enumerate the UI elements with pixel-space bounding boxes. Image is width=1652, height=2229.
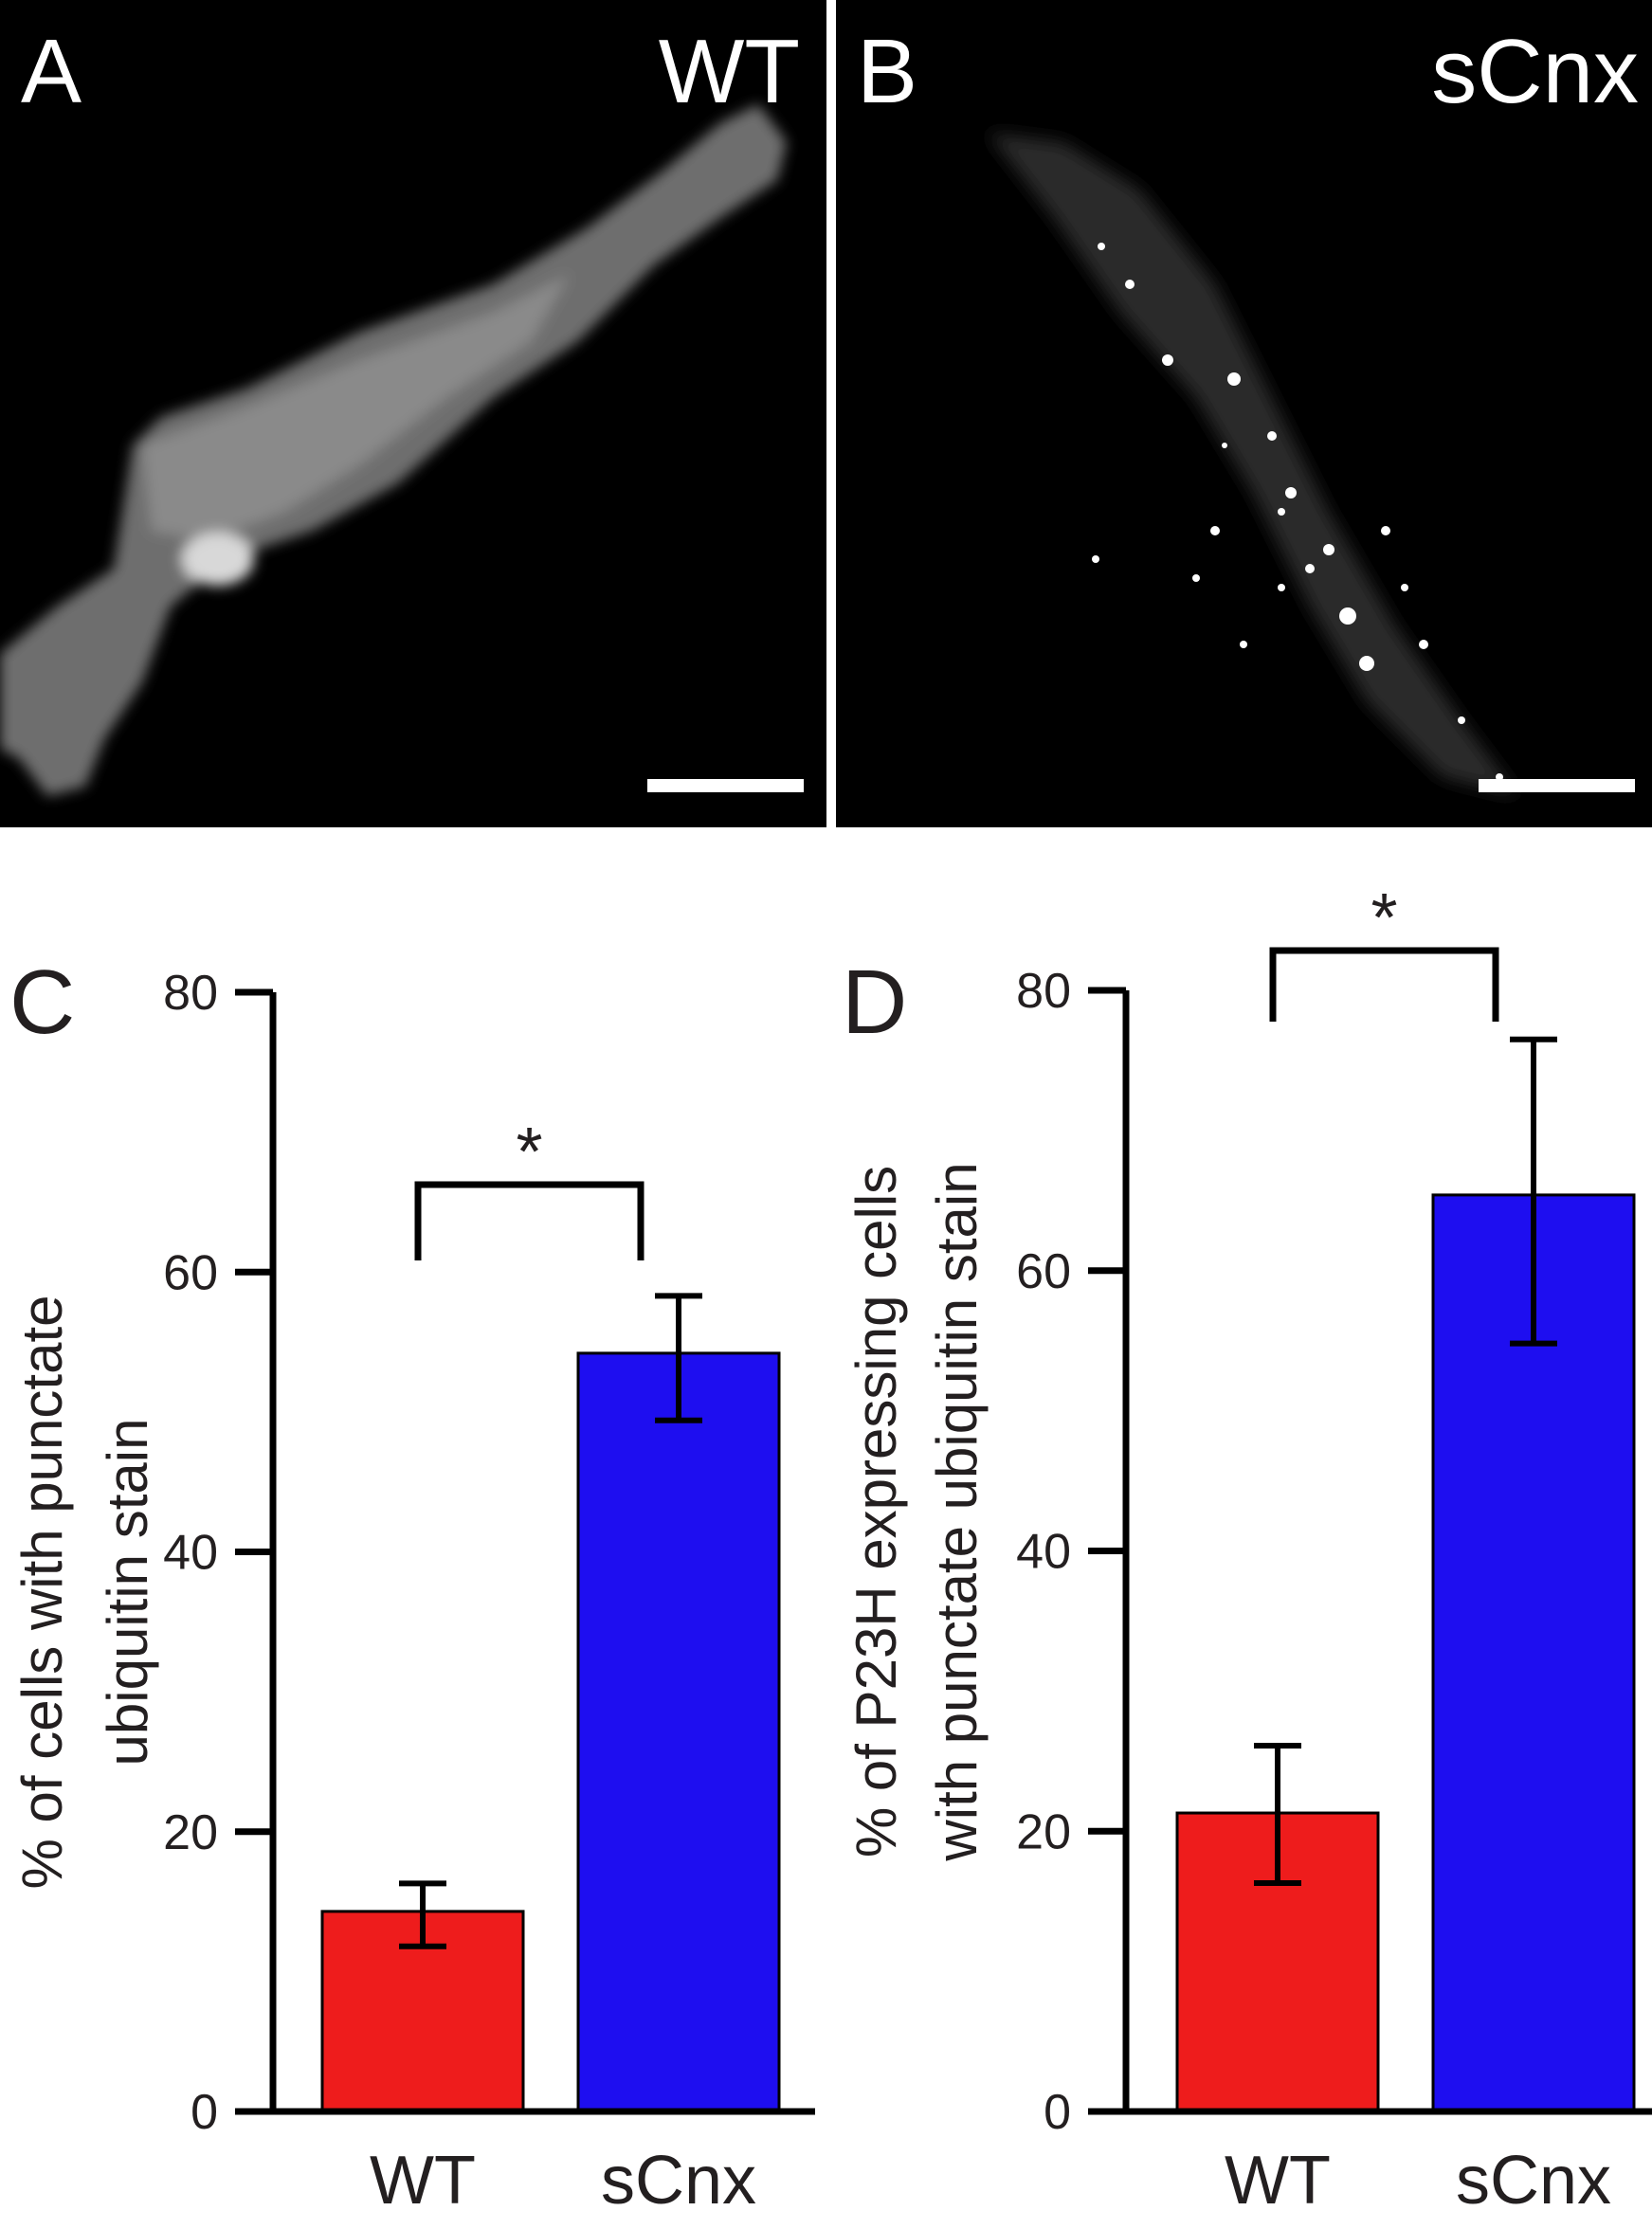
condition-label-scnx: sCnx: [1431, 21, 1639, 122]
significance-star: *: [1371, 880, 1397, 956]
punctum: [1419, 640, 1428, 649]
y-axis-label-line: ubiquitin stain: [96, 1419, 159, 1767]
punctum: [1240, 641, 1247, 648]
punctum: [1458, 716, 1465, 724]
punctum: [1359, 656, 1374, 671]
punctum: [1278, 508, 1285, 516]
panel-letter-c: C: [9, 951, 76, 1053]
y-tick-label: 0: [191, 2085, 218, 2140]
scnx-cell-image: [988, 133, 1518, 796]
punctum: [1098, 243, 1105, 250]
punctum: [1162, 354, 1173, 366]
scale-bar: [1479, 779, 1635, 792]
panel-letter-b: B: [857, 21, 918, 122]
punctum: [1278, 584, 1285, 591]
y-tick-label: 60: [1016, 1244, 1071, 1299]
category-label-wt: WT: [370, 2143, 476, 2219]
category-label-wt: WT: [1225, 2143, 1331, 2219]
significance-bracket: [414, 1181, 644, 1260]
punctum: [1323, 544, 1334, 555]
y-tick-label: 60: [163, 1245, 218, 1300]
y-axis-label-line: with punctate ubiquitin stain: [925, 1162, 989, 1861]
punctum: [1210, 526, 1220, 535]
y-tick-label: 40: [1016, 1525, 1071, 1580]
condition-label-wt: WT: [658, 21, 800, 122]
punctum: [1092, 555, 1099, 563]
category-label-scnx: sCnx: [1456, 2143, 1611, 2219]
y-tick-label: 0: [1044, 2085, 1071, 2140]
panel-letter-a: A: [21, 21, 82, 122]
bar-scnx: [1431, 1193, 1636, 2113]
bar-scnx: [576, 1351, 781, 2113]
punctum: [1285, 487, 1297, 498]
punctum: [1401, 584, 1408, 591]
y-tick-label: 80: [163, 966, 218, 1021]
panel-letter-d: D: [842, 951, 908, 1053]
punctum: [1227, 372, 1241, 386]
punctum: [1381, 526, 1390, 535]
y-tick-label: 40: [163, 1526, 218, 1581]
micrograph-wt: A WT: [0, 0, 826, 827]
significance-star: *: [516, 1114, 542, 1190]
scale-bar: [647, 779, 804, 792]
punctum: [1339, 607, 1356, 625]
micrograph-scnx: B sCnx: [836, 0, 1652, 827]
punctum: [1222, 443, 1227, 448]
y-tick-label: 20: [163, 1805, 218, 1860]
punctum: [1192, 574, 1200, 582]
punctum: [1125, 280, 1135, 289]
wt-cell-image: [0, 104, 787, 796]
y-tick-label: 80: [1016, 964, 1071, 1019]
punctum: [1267, 431, 1277, 441]
punctum: [1305, 564, 1315, 573]
significance-bracket: [1269, 947, 1499, 1022]
y-tick-label: 20: [1016, 1804, 1071, 1859]
y-axis-label-line: % of P23H expressing cells: [844, 1166, 908, 1858]
y-axis-label-line: % of cells with punctate: [10, 1296, 74, 1890]
category-label-scnx: sCnx: [601, 2143, 756, 2219]
